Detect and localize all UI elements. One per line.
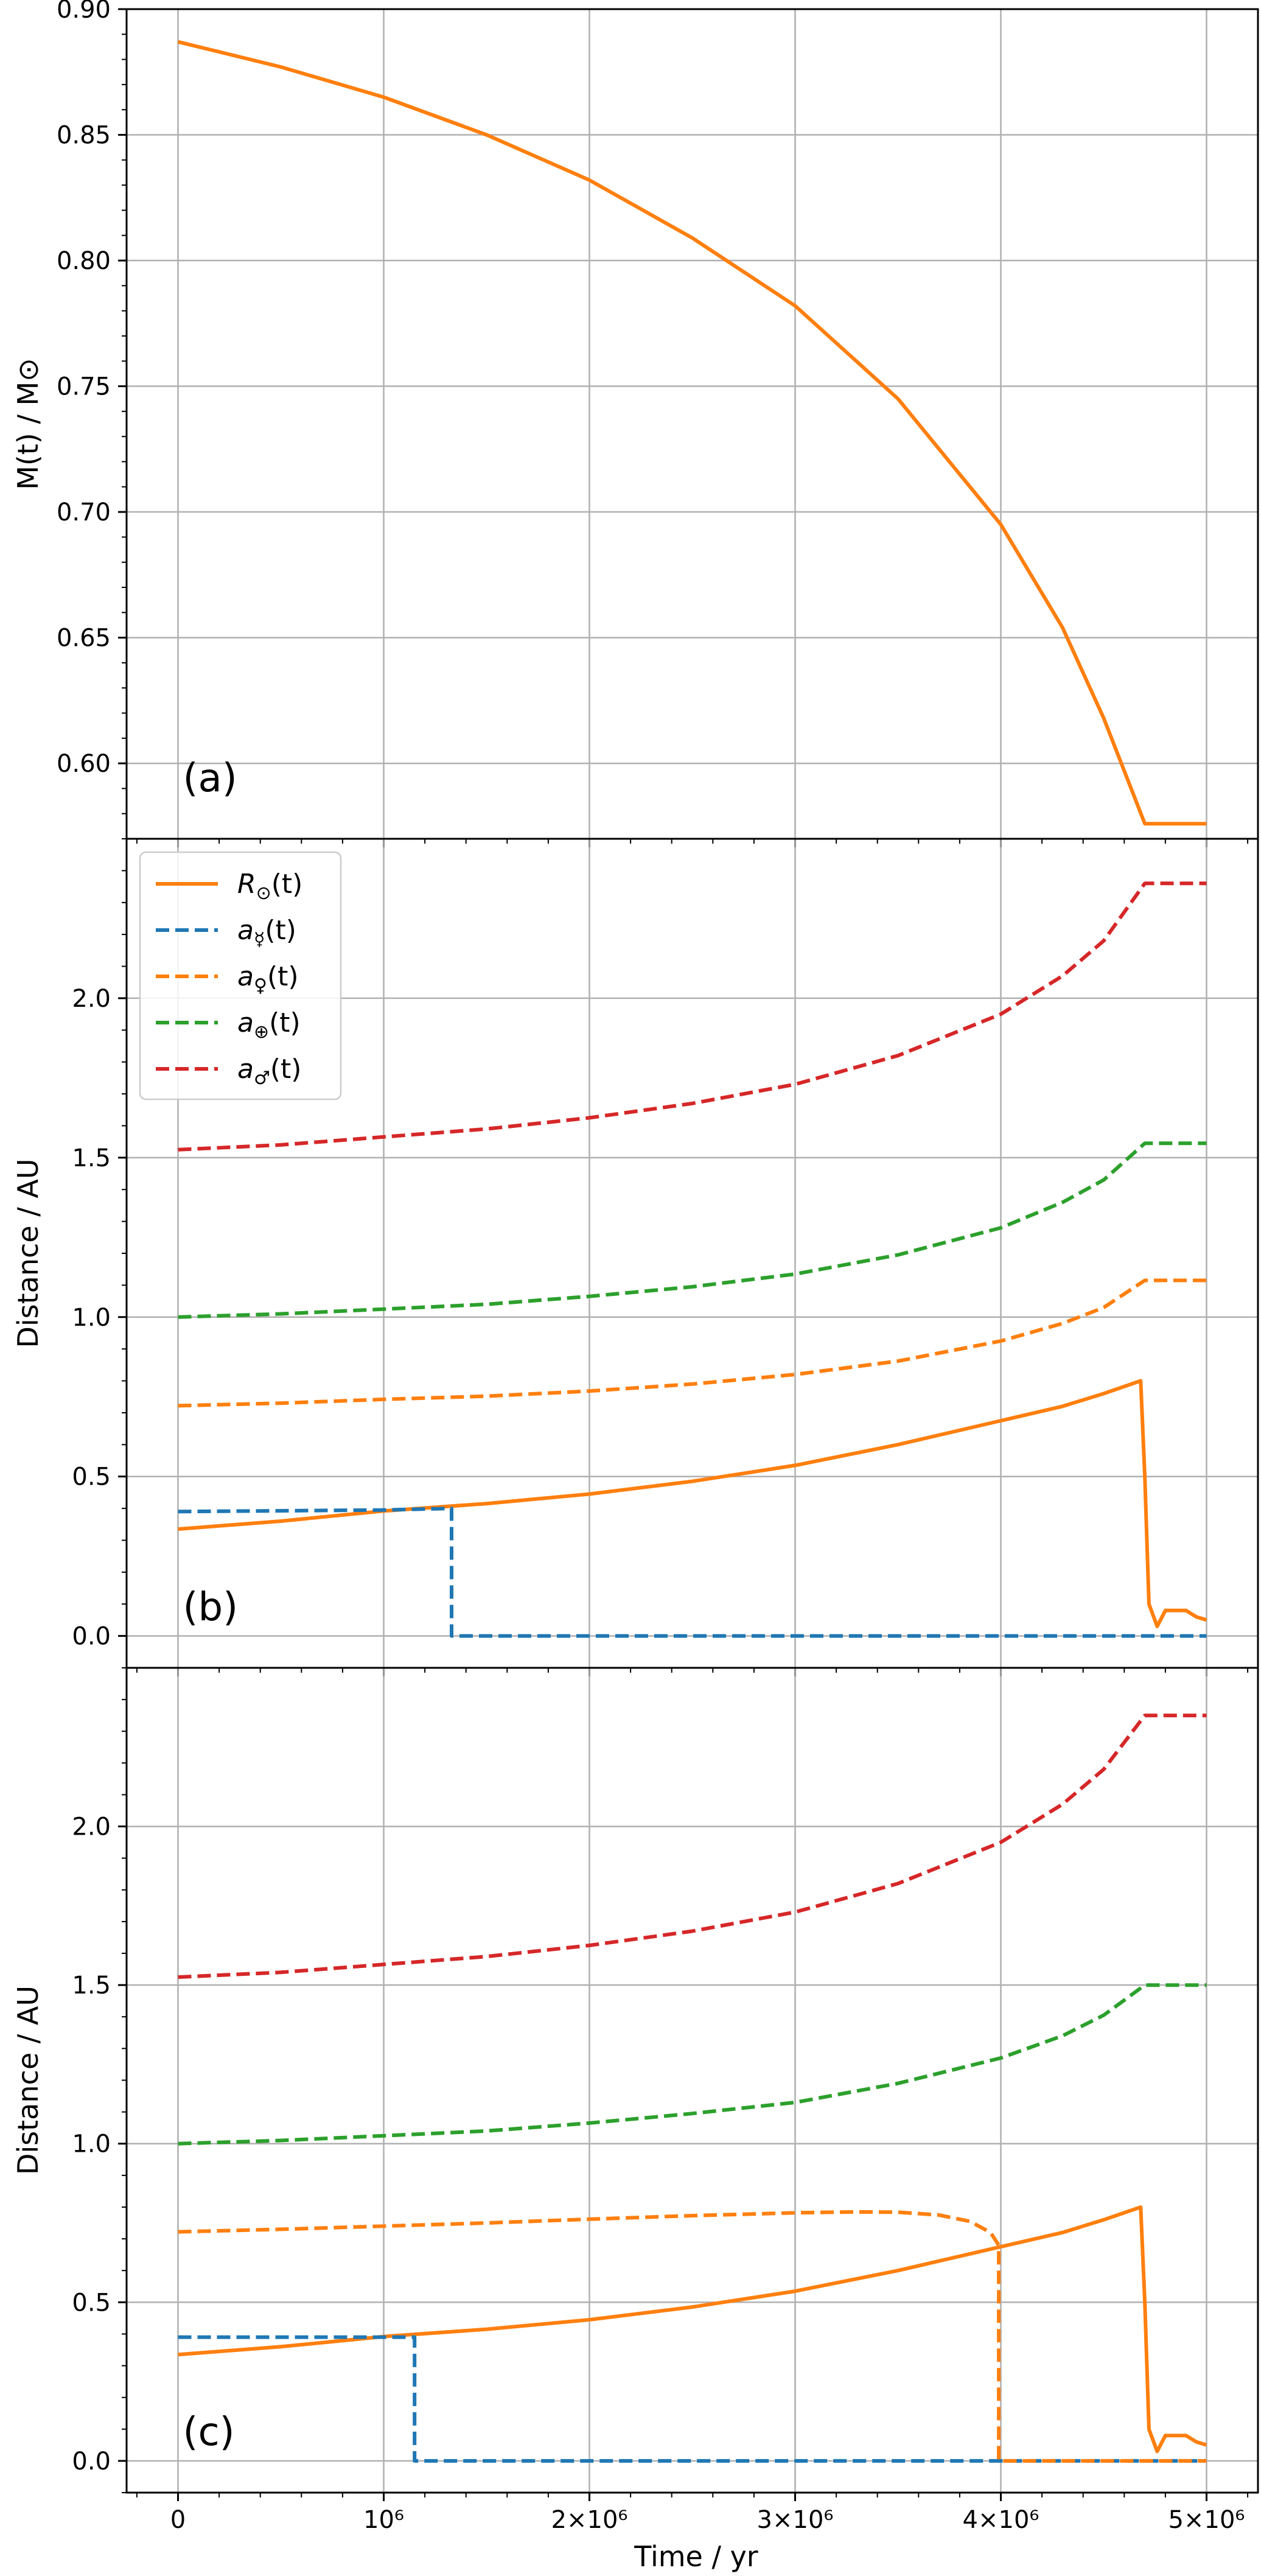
panel-label-distance-c: (c) [183,2410,235,2455]
series-line-distance-c-2 [178,2210,1207,2463]
y-axis-label-mass: M(t) / M⊙ [12,358,44,490]
axes-frame-distance-c [125,1667,1259,2494]
legend-label-2: a♀(t) [237,961,299,996]
y-tick-label-distance-c-4: 2.0 [72,1813,111,1841]
panel-distance-b: 0.0 0.5 1.0 1.5 2.0 Distance / AU (b) R⊙(t) a☿(t… [12,838,1259,1676]
panel-mass: 0.60 0.65 0.70 0.75 0.80 0.85 0.90 M(t) / M⊙ (a) [12,0,1259,847]
series-line-mass-0 [177,40,1207,826]
series-line-distance-c-1 [178,2335,1207,2463]
y-tick-label-distance-c-2: 1.0 [72,2130,111,2158]
y-axis-label-distance-c: Distance / AU [12,1986,44,2175]
y-tick-label-distance-c-0: 0.0 [72,2448,111,2476]
y-tick-label-distance-b-4: 2.0 [72,985,111,1013]
x-tick-label-3: 3×10⁶ [757,2506,834,2534]
y-tick-label-distance-b-1: 0.5 [72,1463,111,1491]
y-tick-label-mass-3: 0.75 [57,373,111,401]
series-line-distance-b-4 [178,881,1207,1152]
legend-label-3: a⊕(t) [237,1007,301,1043]
y-tick-label-distance-b-0: 0.0 [72,1623,111,1651]
x-tick-label-0: 0 [170,2506,186,2534]
y-tick-label-distance-c-1: 0.5 [72,2289,111,2317]
axes-frame-mass [125,8,1259,840]
series-line-distance-b-0 [178,1379,1207,1628]
legend-label-1: a☿(t) [237,915,296,950]
y-tick-label-mass-2: 0.70 [57,499,111,527]
legend-label-4: a♂(t) [237,1054,301,1089]
panel-label-mass: (a) [183,756,237,801]
x-tick-label-4: 4×10⁶ [963,2506,1039,2534]
y-tick-label-mass-6: 0.90 [57,0,111,24]
series-line-distance-b-3 [178,1141,1207,1319]
panel-distance-c: 0.0 0.5 1.0 1.5 2.0 0 10⁶ 2×10⁶ 3×10⁶ 4×10⁶ 5×10⁶ D… [12,1667,1259,2534]
x-tick-label-5: 5×10⁶ [1168,2506,1245,2534]
panel-label-distance-b: (b) [183,1585,239,1630]
series-line-distance-c-3 [178,1983,1207,2146]
y-tick-label-distance-c-3: 1.5 [72,1972,111,2000]
series-line-distance-c-0 [178,2205,1207,2454]
y-tick-label-distance-b-2: 1.0 [72,1304,111,1332]
series-line-distance-c-4 [178,1713,1207,1979]
legend-label-0: R⊙(t) [237,869,302,904]
y-tick-label-mass-0: 0.60 [57,750,111,778]
x-tick-label-1: 10⁶ [363,2506,404,2534]
series-line-distance-b-1 [178,1507,1207,1638]
y-axis-label-distance-b: Distance / AU [12,1158,44,1348]
legend: R⊙(t) a☿(t) a♀(t) a⊕(t) a♂(t) [139,851,342,1101]
y-tick-label-mass-4: 0.80 [57,247,111,275]
series-line-distance-b-2 [178,1278,1207,1408]
y-tick-label-distance-b-3: 1.5 [72,1144,111,1172]
legend-box [139,851,342,1101]
y-tick-label-mass-5: 0.85 [57,122,111,150]
x-axis-label: Time / yr [634,2540,758,2573]
x-tick-label-2: 2×10⁶ [551,2506,628,2534]
y-tick-label-mass-1: 0.65 [57,625,111,653]
